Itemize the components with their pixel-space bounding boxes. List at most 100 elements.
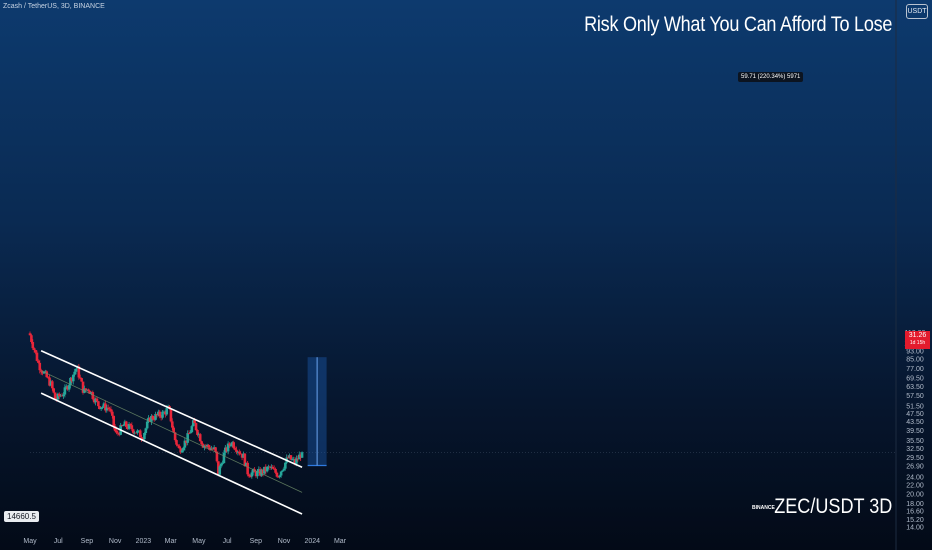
candle-body: [87, 389, 90, 391]
candle-body: [242, 453, 245, 458]
candle-body: [152, 419, 156, 421]
candle-body: [177, 445, 181, 449]
x-tick-label: Mar: [165, 538, 178, 545]
candle-body: [67, 385, 71, 390]
candle-body: [179, 448, 182, 453]
candle-body: [191, 420, 195, 427]
candle-body: [249, 476, 252, 478]
candle-body: [161, 411, 164, 418]
candle-body: [281, 470, 284, 472]
candle-body: [134, 432, 138, 434]
candle-body: [92, 398, 96, 403]
candle-body: [205, 444, 209, 447]
candle-body: [190, 426, 194, 433]
candle-body: [265, 466, 269, 472]
candle-body: [98, 406, 102, 409]
candle-body: [108, 408, 111, 410]
candle-body: [49, 381, 53, 386]
candle-body: [292, 459, 295, 461]
candle-body: [45, 371, 49, 378]
candle-body: [116, 432, 120, 434]
candle-body: [268, 466, 272, 468]
candle-body: [28, 333, 32, 336]
candle-body: [35, 352, 39, 361]
x-tick-label: 2023: [136, 538, 152, 545]
candle-body: [123, 421, 127, 426]
candle-body: [172, 427, 176, 433]
candle-body: [200, 441, 203, 445]
y-tick-label: 43.50: [906, 419, 924, 426]
candle-body: [243, 453, 247, 466]
candle-body: [210, 448, 213, 450]
candle-body: [73, 371, 76, 375]
headline-text: Risk Only What You Can Afford To Lose: [583, 13, 892, 36]
candle-body: [300, 452, 304, 458]
x-tick-label: May: [192, 538, 206, 545]
candle-body: [222, 452, 226, 464]
candle-body: [264, 466, 268, 472]
candle-body: [274, 468, 277, 473]
candle-body: [218, 466, 222, 475]
candle-body: [182, 447, 185, 451]
currency-selector[interactable]: USDT: [906, 4, 928, 19]
candle-body: [229, 445, 233, 447]
candle-body: [38, 362, 42, 371]
x-tick-label: 2024: [304, 538, 320, 545]
candle-body: [122, 425, 125, 427]
candle-body: [44, 371, 47, 373]
candle-body: [279, 471, 283, 476]
candle-body: [282, 468, 286, 471]
candle-body: [296, 458, 300, 460]
candle-body: [193, 420, 196, 424]
candle-body: [297, 454, 301, 460]
candle-body: [158, 411, 162, 417]
volume-readout: 14660.5: [4, 511, 39, 522]
y-tick-label: 18.00: [906, 501, 924, 508]
candle-body: [31, 342, 35, 349]
candle-body: [112, 415, 116, 427]
candle-body: [154, 414, 157, 420]
y-tick-label: 35.50: [906, 438, 924, 445]
candle-body: [233, 448, 237, 450]
candle-body: [196, 430, 199, 435]
candle-body: [235, 449, 238, 453]
candle-body: [95, 398, 99, 402]
candle-body: [198, 434, 202, 442]
exchange-label: BINANCE: [752, 505, 775, 511]
candle-body: [261, 469, 265, 474]
candle-body: [293, 459, 297, 464]
y-tick-label: 15.20: [906, 517, 924, 524]
candle-body: [109, 409, 113, 412]
candle-body: [272, 468, 276, 470]
candle-body: [42, 371, 46, 374]
y-tick-label: 29.50: [906, 455, 924, 462]
candle-body: [71, 374, 75, 382]
candle-body: [184, 440, 188, 443]
candle-body: [147, 417, 150, 422]
candle-body: [113, 426, 117, 431]
candle-body: [46, 377, 50, 379]
candle-body: [275, 472, 279, 477]
candle-body: [53, 392, 57, 399]
candle-body: [69, 377, 72, 386]
pair-label: ZEC/USDT 3D: [773, 495, 892, 518]
candle-body: [90, 392, 93, 394]
candle-body: [159, 416, 163, 418]
candle-body: [171, 421, 174, 428]
candle-body: [219, 463, 223, 467]
candle-body: [211, 448, 215, 450]
candle-body: [126, 426, 129, 429]
candle-body: [207, 444, 210, 448]
y-tick-label: 24.00: [906, 474, 924, 481]
y-tick-label: 32.50: [906, 446, 924, 453]
candle-body: [124, 421, 128, 427]
measure-tooltip: 59.71 (220.34%) 5971: [738, 72, 804, 82]
candle-body: [197, 434, 201, 436]
candle-body: [214, 447, 217, 452]
candle-body: [212, 447, 216, 450]
candle-body: [267, 466, 270, 468]
candle-body: [74, 368, 78, 372]
y-tick-label: 22.00: [906, 482, 924, 489]
candle-body: [78, 377, 82, 379]
